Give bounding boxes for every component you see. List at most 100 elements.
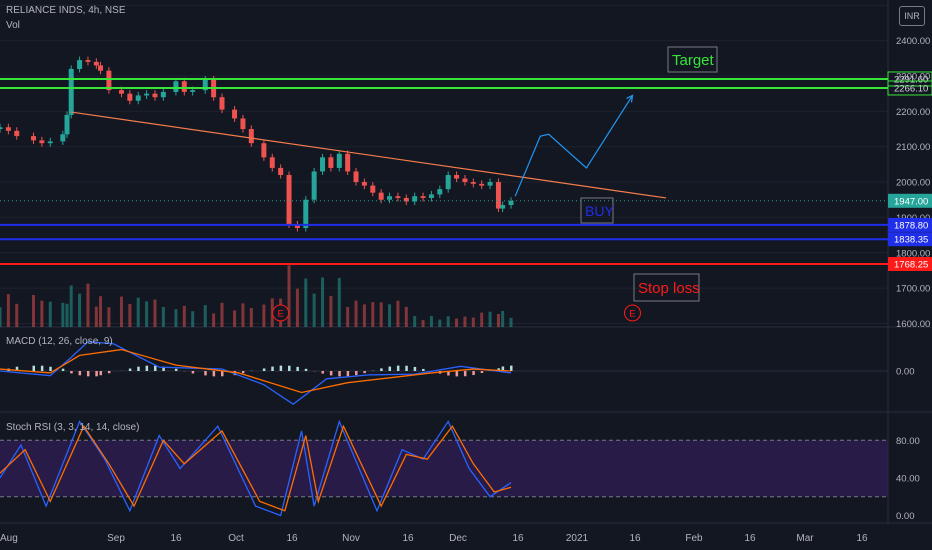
candle-body [47, 141, 53, 144]
stop-price-label: 1768.25 [894, 259, 928, 270]
volume-bar [388, 304, 392, 327]
macd-histogram-bar [288, 365, 291, 371]
candles [0, 56, 514, 232]
volume-bar [107, 307, 111, 327]
candle-body [479, 183, 485, 186]
volume-bar [61, 302, 65, 327]
buy-annotation: BUY [585, 203, 614, 219]
volume-bar [203, 305, 207, 327]
stoch-d-line [0, 424, 512, 512]
candle-body [160, 91, 166, 98]
macd-histogram-bar [447, 371, 450, 376]
stop-loss-annotation: Stop loss [638, 280, 700, 297]
volume-bar [404, 306, 408, 327]
macd-histogram-bar [145, 365, 149, 371]
macd-histogram-bar [388, 366, 392, 371]
volume-bar [396, 300, 400, 327]
macd-histogram-bar [422, 368, 425, 371]
candle-body [39, 140, 45, 144]
stoch-k-line [0, 419, 512, 517]
time-tick-label: Mar [796, 533, 814, 544]
volume-bar [78, 293, 82, 327]
stoch-band [0, 440, 888, 497]
candle-body [345, 153, 351, 172]
volume-bar [48, 301, 52, 327]
candle-body [336, 153, 342, 168]
volume-bar [153, 299, 157, 327]
volume-bar [86, 283, 90, 327]
candle-body [31, 136, 37, 141]
stop-price-tag [888, 256, 932, 271]
volume-bar [438, 319, 442, 327]
price-tick-label: 2100.00 [896, 142, 930, 153]
macd-histogram-bar [137, 366, 140, 371]
volume-bar [329, 295, 333, 327]
macd-histogram-bar [32, 365, 36, 371]
volume-bar [496, 313, 500, 327]
stop-loss-annotation-box [633, 273, 700, 302]
time-tick-label: 16 [856, 533, 868, 544]
macd-histogram-bar [510, 365, 513, 371]
symbol-title: RELIANCE INDS, 4h, NSE [6, 5, 126, 16]
volume-bar [354, 300, 358, 327]
macd-histogram-bar [162, 366, 165, 371]
candle-body [14, 130, 20, 137]
macd-signal-line [0, 348, 512, 394]
resistance-trendline [71, 111, 667, 199]
macd-histogram-bar [204, 371, 207, 376]
target-price-label: 2266.10 [894, 83, 928, 94]
macd-histogram-bar [95, 371, 98, 377]
macd-histogram-bar [463, 371, 467, 377]
candle-body [127, 93, 133, 101]
macd-histogram-bar [472, 371, 475, 376]
candle-body [152, 93, 158, 98]
candle-body [437, 189, 443, 195]
time-tick-label: 16 [512, 533, 524, 544]
volume-bar [69, 285, 73, 327]
macd-histogram-bar [279, 365, 283, 371]
macd-histogram-bar [128, 368, 132, 371]
candle-body [278, 167, 284, 175]
volume-bar [94, 306, 98, 327]
time-tick-label: Feb [685, 533, 703, 544]
candle-body [353, 171, 359, 183]
volume-bar [241, 303, 245, 327]
macd-histogram-bar [262, 368, 266, 371]
macd-histogram-bar [480, 371, 484, 374]
candle-body [395, 196, 401, 198]
earnings-marker [623, 304, 641, 322]
volume-bar [509, 317, 513, 327]
macd-histogram-bar [99, 371, 103, 376]
support-price-tag [888, 217, 932, 232]
stoch-tick-label: 40.00 [896, 473, 920, 484]
arrow-head [626, 94, 634, 103]
volume-bar [429, 316, 433, 327]
time-axis: Aug Sep 16 Oct 16 Nov 16 Dec 16 2021 16 Feb 16 Mar 16 [0, 533, 868, 544]
time-tick-label: 16 [744, 533, 756, 544]
candle-body [93, 61, 99, 66]
volume-bar [446, 316, 450, 327]
volume-bar [346, 306, 350, 327]
macd-histogram-bar [455, 371, 459, 377]
candle-body [303, 199, 309, 229]
volume-bar [128, 304, 132, 327]
currency-button[interactable]: INR [899, 6, 925, 26]
candle-body [219, 97, 225, 110]
candle-body [412, 196, 418, 202]
time-tick-label: 2021 [566, 533, 589, 544]
macd-histogram-bar [304, 368, 308, 371]
candle-body [68, 68, 74, 115]
volume-bar [480, 312, 484, 327]
volume-bar [371, 302, 375, 327]
earnings-marker [272, 304, 290, 322]
volume-bar [182, 305, 186, 327]
macd-histogram-bar [321, 371, 325, 374]
volume-bar [65, 303, 69, 327]
candle-body [370, 185, 376, 193]
candle-body [0, 127, 3, 130]
volume-bar [362, 304, 366, 327]
time-tick-label: 16 [402, 533, 414, 544]
